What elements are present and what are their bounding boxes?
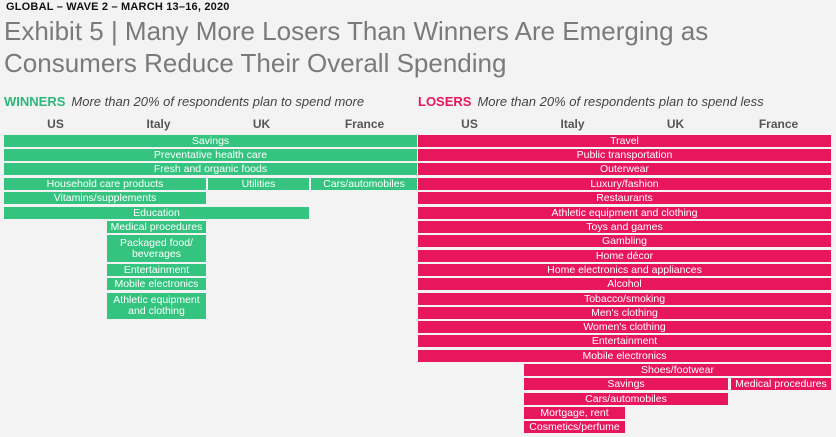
loser-bar-entertainment: Entertainment bbox=[418, 335, 831, 347]
loser-bar-travel: Travel bbox=[418, 135, 831, 147]
losers-country-us: US bbox=[461, 117, 478, 131]
exhibit-title: Exhibit 5 | Many More Losers Than Winner… bbox=[4, 16, 709, 78]
winner-bar-preventative-health-care: Preventative health care bbox=[4, 149, 417, 161]
loser-bar-medical-procedures: Medical procedures bbox=[731, 378, 831, 390]
winner-bar-entertainment: Entertainment bbox=[107, 264, 206, 276]
loser-bar-mens-clothing: Men's clothing bbox=[418, 307, 831, 319]
winner-bar-athletic-equipment-clothing: Athletic equipment and clothing bbox=[107, 293, 206, 319]
winner-bar-household-care-products: Household care products bbox=[4, 178, 206, 190]
loser-bar-mortgage-rent: Mortgage, rent bbox=[524, 407, 625, 419]
loser-bar-public-transportation: Public transportation bbox=[418, 149, 831, 161]
winner-bar-education: Education bbox=[4, 207, 309, 219]
winner-bar-cars-automobiles: Cars/automobiles bbox=[311, 178, 417, 190]
loser-bar-shoes-footwear: Shoes/footwear bbox=[524, 364, 831, 376]
loser-bar-home-decor: Home décor bbox=[418, 250, 831, 262]
loser-bar-restaurants: Restaurants bbox=[418, 192, 831, 204]
winner-bar-fresh-organic-foods: Fresh and organic foods bbox=[4, 163, 417, 175]
exhibit-kicker: GLOBAL – WAVE 2 – MARCH 13–16, 2020 bbox=[6, 1, 230, 13]
loser-bar-cosmetics-perfume: Cosmetics/perfume bbox=[524, 421, 625, 433]
losers-description: More than 20% of respondents plan to spe… bbox=[477, 94, 764, 109]
loser-bar-alcohol: Alcohol bbox=[418, 278, 831, 290]
winner-bar-vitamins-supplements: Vitamins/supplements bbox=[4, 192, 206, 204]
losers-country-uk: UK bbox=[666, 117, 685, 131]
winners-tag: WINNERS bbox=[4, 94, 66, 109]
losers-header: LOSERS More than 20% of respondents plan … bbox=[418, 94, 764, 109]
winners-country-italy: Italy bbox=[146, 117, 171, 131]
loser-bar-home-electronics-appliances: Home electronics and appliances bbox=[418, 264, 831, 276]
winner-bar-mobile-electronics: Mobile electronics bbox=[107, 278, 206, 290]
winner-bar-utilities: Utilities bbox=[208, 178, 309, 190]
winner-bar-medical-procedures: Medical procedures bbox=[107, 221, 206, 233]
winners-country-france: France bbox=[344, 117, 385, 131]
loser-bar-tobacco-smoking: Tobacco/smoking bbox=[418, 293, 831, 305]
loser-bar-athletic-equipment-clothing: Athletic equipment and clothing bbox=[418, 207, 831, 219]
loser-bar-outerwear: Outerwear bbox=[418, 163, 831, 175]
loser-bar-toys-games: Toys and games bbox=[418, 221, 831, 233]
losers-tag: LOSERS bbox=[418, 94, 472, 109]
losers-country-france: France bbox=[758, 117, 799, 131]
loser-bar-gambling: Gambling bbox=[418, 235, 831, 247]
loser-bar-luxury-fashion: Luxury/fashion bbox=[418, 178, 831, 190]
loser-bar-savings: Savings bbox=[524, 378, 728, 390]
loser-bar-womens-clothing: Women's clothing bbox=[418, 321, 831, 333]
winners-country-uk: UK bbox=[252, 117, 271, 131]
winner-bar-packaged-food-beverages: Packaged food/ beverages bbox=[107, 235, 206, 262]
losers-country-italy: Italy bbox=[560, 117, 585, 131]
loser-bar-mobile-electronics: Mobile electronics bbox=[418, 350, 831, 362]
loser-bar-cars-automobiles: Cars/automobiles bbox=[524, 393, 728, 405]
winners-description: More than 20% of respondents plan to spe… bbox=[71, 94, 365, 109]
winners-header: WINNERS More than 20% of respondents plan… bbox=[4, 94, 364, 109]
winners-country-us: US bbox=[47, 117, 64, 131]
winner-bar-savings: Savings bbox=[4, 135, 417, 147]
